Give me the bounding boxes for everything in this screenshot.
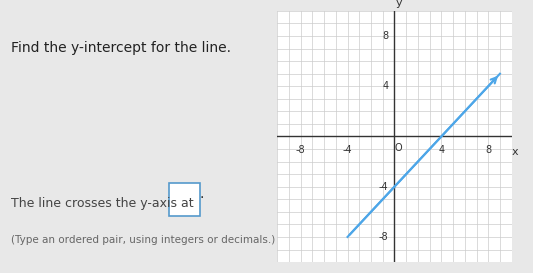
Text: O: O [395, 143, 402, 153]
Text: The line crosses the y-axis at: The line crosses the y-axis at [11, 197, 193, 210]
Text: y: y [396, 0, 402, 8]
Text: x: x [512, 147, 519, 156]
Text: 8: 8 [383, 31, 389, 41]
Text: .: . [199, 187, 204, 201]
Text: 4: 4 [383, 81, 389, 91]
Text: Find the y-intercept for the line.: Find the y-intercept for the line. [11, 41, 231, 55]
Text: -4: -4 [379, 182, 389, 192]
Text: 8: 8 [485, 145, 491, 155]
Text: -4: -4 [343, 145, 352, 155]
Text: (Type an ordered pair, using integers or decimals.): (Type an ordered pair, using integers or… [11, 235, 276, 245]
FancyBboxPatch shape [169, 183, 199, 216]
Text: -8: -8 [296, 145, 305, 155]
Text: -8: -8 [379, 232, 389, 242]
Text: 4: 4 [438, 145, 445, 155]
